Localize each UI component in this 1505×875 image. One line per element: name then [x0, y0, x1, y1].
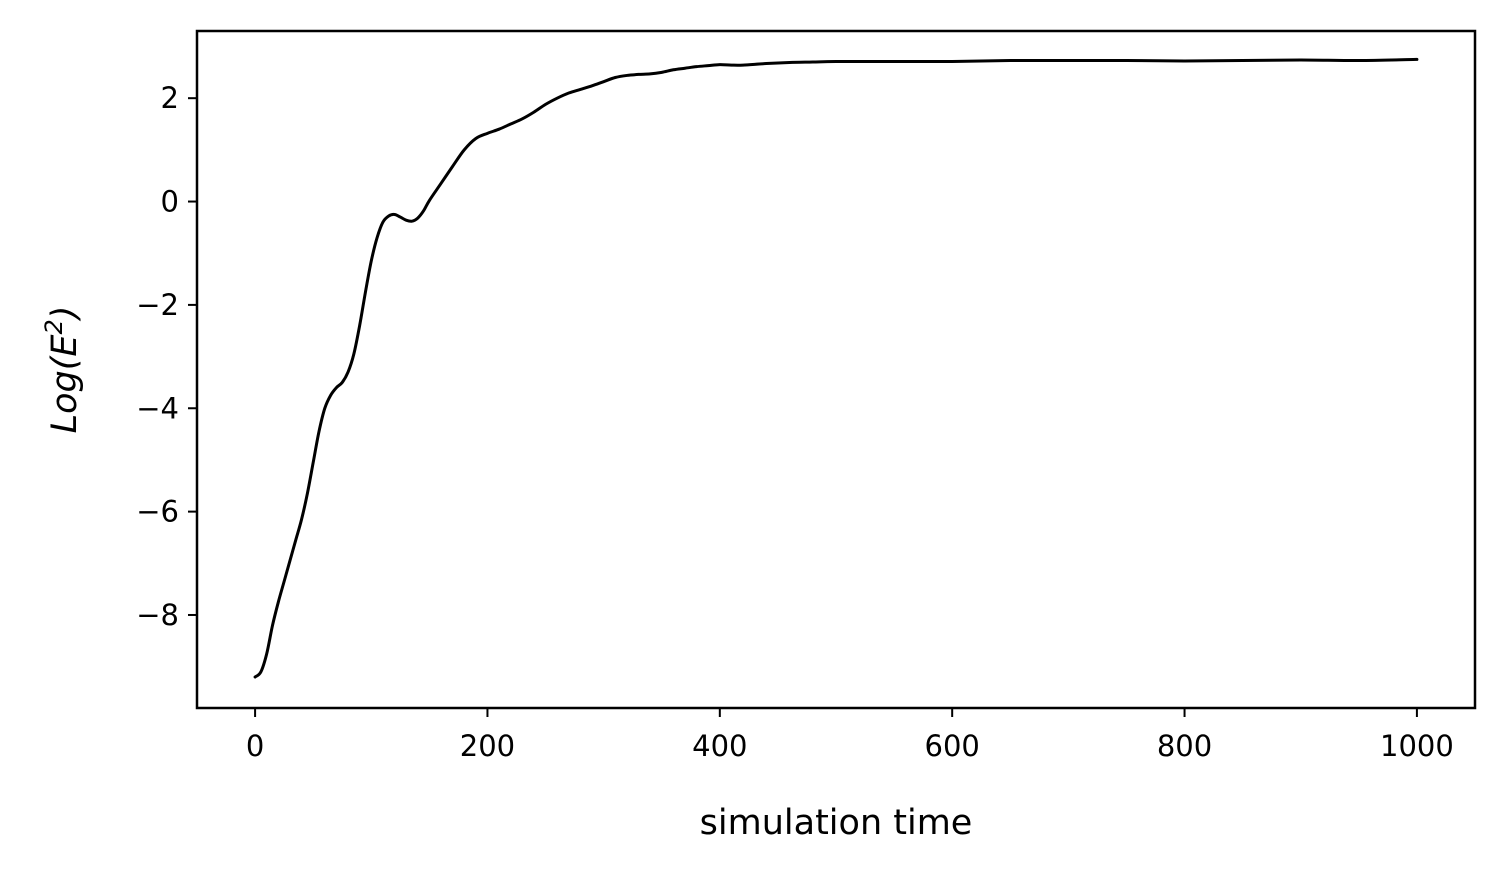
y-tick-label: 0: [161, 185, 179, 219]
x-tick-label: 600: [925, 729, 980, 763]
x-tick-label: 400: [692, 729, 747, 763]
x-tick-label: 200: [460, 729, 515, 763]
y-axis-label: Log(E2): [40, 306, 85, 434]
y-tick-label: −2: [136, 288, 179, 322]
y-tick-label: −8: [136, 598, 179, 632]
x-tick-label: 800: [1157, 729, 1212, 763]
data-line: [253, 57, 1419, 679]
x-axis: 0 200 400 600 800 1000: [246, 708, 1454, 763]
y-axis-label-superscript: 2: [40, 319, 68, 334]
y-axis-label-prefix: Log(E: [45, 334, 85, 434]
y-axis-label-suffix: ): [45, 306, 85, 323]
y-tick-label: −6: [136, 495, 179, 529]
y-axis: 2 0 −2 −4 −6 −8: [136, 81, 197, 632]
x-axis-label: simulation time: [700, 803, 973, 843]
plot-area: [195, 29, 1477, 710]
axes-frame: [195, 29, 1477, 710]
y-tick-label: 2: [161, 81, 179, 115]
x-tick-label: 0: [246, 729, 264, 763]
y-tick-label: −4: [136, 391, 179, 425]
x-tick-label: 1000: [1380, 729, 1454, 763]
